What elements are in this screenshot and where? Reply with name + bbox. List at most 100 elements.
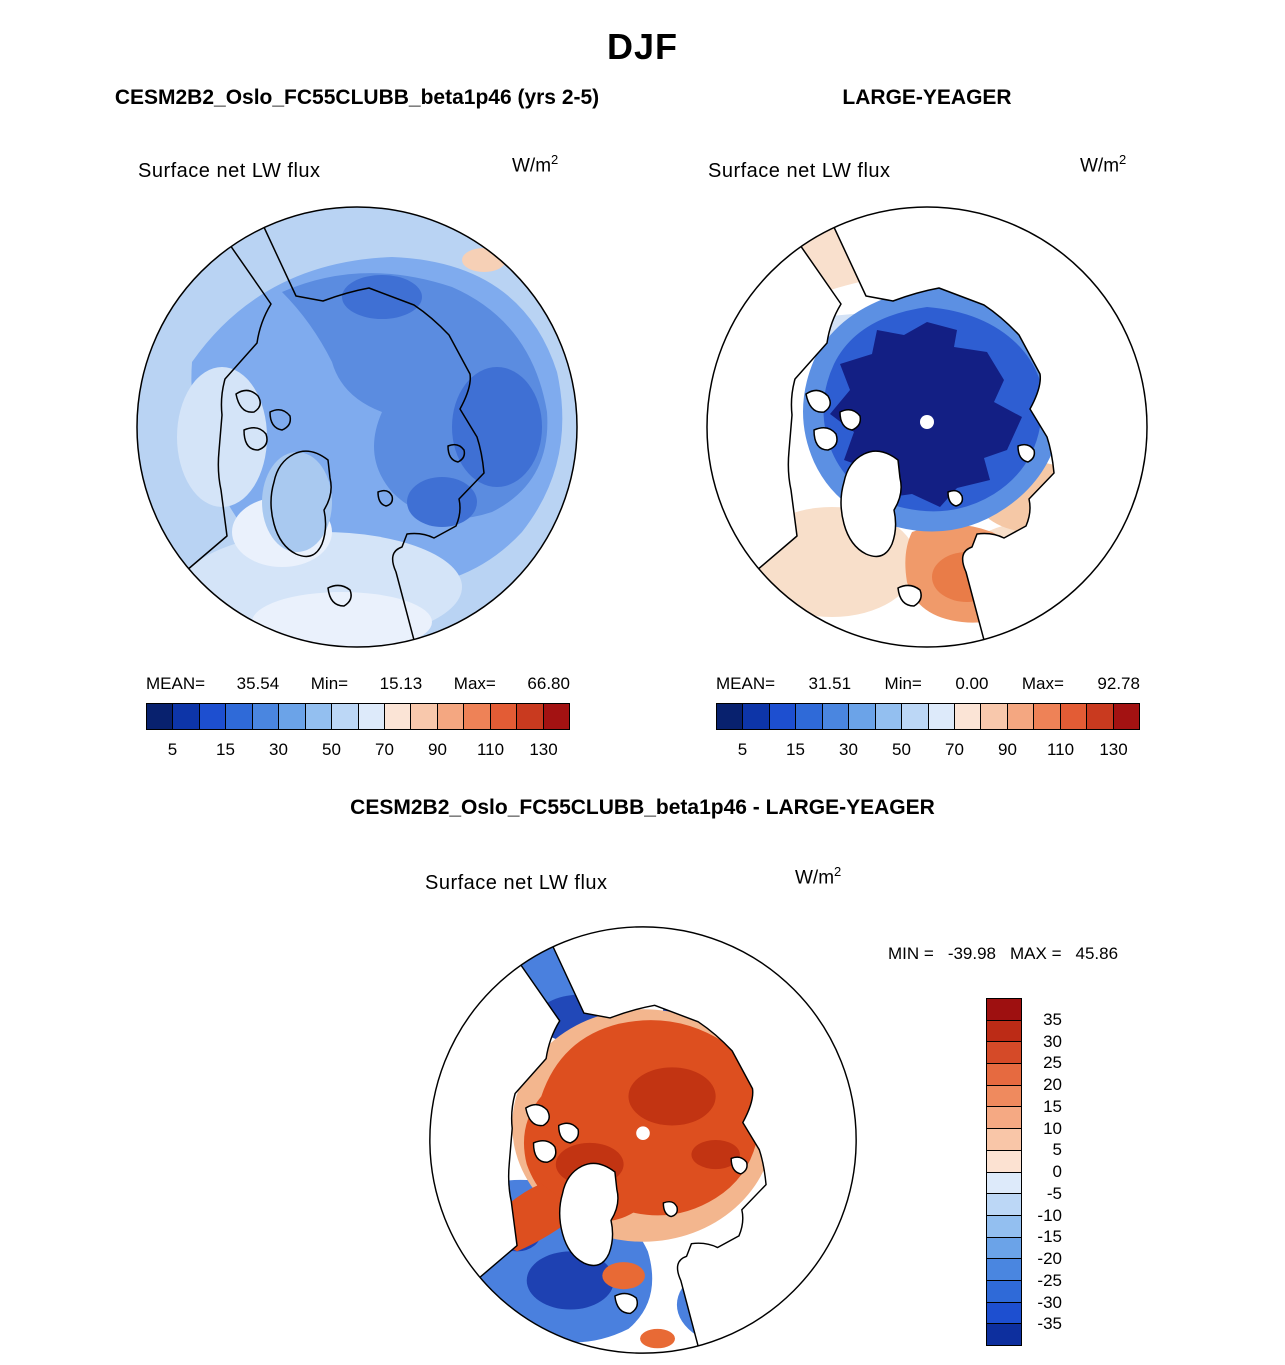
diff-units-label: W/m2 (795, 864, 841, 889)
tick-label: 30 (269, 740, 288, 759)
colorbar-segment (226, 704, 253, 729)
diff-units-base: W/m (795, 867, 835, 889)
tick-label: 50 (892, 740, 911, 759)
tick-label: -15 (1037, 1227, 1062, 1247)
left-colorbar (146, 703, 570, 730)
tick-label: -25 (1037, 1270, 1062, 1290)
right-units-exp: 2 (1119, 152, 1127, 167)
diff-map-data-field (429, 926, 857, 1354)
left-mean-label: MEAN= (146, 674, 206, 693)
tick-label: 90 (998, 740, 1017, 759)
tick-label: 110 (476, 740, 505, 759)
colorbar-segment (411, 704, 438, 729)
right-max-label: Max= (1021, 674, 1064, 693)
diff-min-label: MIN = (888, 944, 934, 963)
tick-label: 50 (322, 740, 341, 759)
colorbar-segment (987, 1064, 1021, 1086)
left-map-data-field (137, 207, 577, 647)
left-field-label: Surface net LW flux (138, 160, 321, 182)
left-units-exp: 2 (551, 152, 559, 167)
colorbar-segment (543, 704, 569, 729)
colorbar-segment (279, 704, 306, 729)
left-panel-title: CESM2B2_Oslo_FC55CLUBB_beta1p46 (yrs 2-5… (114, 86, 600, 109)
left-stats-row: MEAN= 35.54 Min= 15.13 Max= 66.80 (146, 674, 570, 694)
colorbar-segment (987, 1324, 1021, 1345)
tick-label: 5 (167, 740, 178, 759)
tick-label: 130 (529, 740, 558, 759)
colorbar-segment (1034, 704, 1061, 729)
diff-units-exp: 2 (834, 864, 842, 879)
right-map-pole-marker (920, 415, 934, 429)
colorbar-segment (1007, 704, 1035, 729)
left-min-value: 15.13 (379, 674, 423, 693)
tick-label: 20 (1043, 1075, 1062, 1094)
colorbar-segment (987, 1259, 1021, 1281)
diff-colorbar-labels: 35 30 25 20 15 10 5 0 -5 -10 -15 -20 -25 -30 -35 (1028, 998, 1064, 1346)
diff-max-value: 45.86 (1075, 944, 1119, 963)
right-map (706, 206, 1148, 648)
colorbar-segment (517, 704, 544, 729)
colorbar-segment (987, 1237, 1021, 1260)
colorbar-segment (987, 1215, 1021, 1238)
diff-map-boundary-circle (429, 926, 857, 1354)
left-map (136, 206, 578, 648)
right-units-base: W/m (1080, 155, 1120, 177)
colorbar-segment (987, 1280, 1021, 1303)
colorbar-segment (717, 704, 744, 729)
colorbar-segment (173, 704, 200, 729)
left-min-label: Min= (310, 674, 349, 693)
tick-label: 70 (945, 740, 964, 759)
colorbar-segment (987, 1172, 1021, 1195)
colorbar-segment (987, 1020, 1021, 1043)
diff-panel-title: CESM2B2_Oslo_FC55CLUBB_beta1p46 - LARGE-… (350, 796, 935, 819)
left-units-label: W/m2 (512, 152, 558, 177)
colorbar-segment (987, 1042, 1021, 1065)
right-colorbar (716, 703, 1140, 730)
tick-label: -30 (1037, 1292, 1062, 1312)
diff-stats-row: MIN = -39.98 MAX = 45.86 (888, 944, 1118, 964)
colorbar-segment (902, 704, 929, 729)
colorbar-segment (305, 704, 333, 729)
right-panel-title: LARGE-YEAGER (842, 86, 1012, 109)
colorbar-segment (981, 704, 1008, 729)
left-mean-value: 35.54 (236, 674, 280, 693)
colorbar-segment (384, 704, 412, 729)
diff-map-pole-marker (636, 1126, 650, 1140)
right-max-value: 92.78 (1097, 674, 1140, 693)
right-mean-value: 31.51 (808, 674, 852, 693)
tick-label: 5 (737, 740, 748, 759)
colorbar-segment (987, 1302, 1021, 1325)
colorbar-segment (1060, 704, 1088, 729)
left-colorbar-ticks: 5 15 30 50 70 90 110 130 (146, 740, 570, 762)
colorbar-segment (875, 704, 903, 729)
colorbar-segment (464, 704, 491, 729)
tick-label: 30 (1043, 1031, 1062, 1051)
tick-label: 35 (1043, 1009, 1062, 1029)
left-map-boundary-circle (136, 206, 578, 648)
figure-title: DJF (606, 26, 678, 67)
colorbar-segment (358, 704, 385, 729)
colorbar-segment (822, 704, 850, 729)
colorbar-segment (490, 704, 518, 729)
tick-label: -10 (1037, 1205, 1062, 1225)
tick-label: 110 (1046, 740, 1075, 759)
colorbar-segment (954, 704, 982, 729)
tick-label: 15 (216, 740, 235, 759)
left-max-value: 66.80 (527, 674, 570, 693)
diff-min-value: -39.98 (947, 944, 997, 963)
colorbar-segment (437, 704, 465, 729)
colorbar-segment (928, 704, 955, 729)
tick-label: 10 (1043, 1118, 1062, 1138)
tick-label: 0 (1052, 1162, 1062, 1181)
colorbar-segment (1087, 704, 1114, 729)
tick-label: -5 (1046, 1183, 1062, 1203)
tick-label: 30 (839, 740, 858, 759)
colorbar-segment (987, 1085, 1021, 1108)
tick-label: -20 (1037, 1249, 1062, 1268)
colorbar-segment (743, 704, 770, 729)
diff-field-label: Surface net LW flux (425, 872, 608, 894)
colorbar-segment (849, 704, 876, 729)
tick-label: 5 (1052, 1140, 1062, 1160)
tick-label: -35 (1037, 1314, 1062, 1334)
